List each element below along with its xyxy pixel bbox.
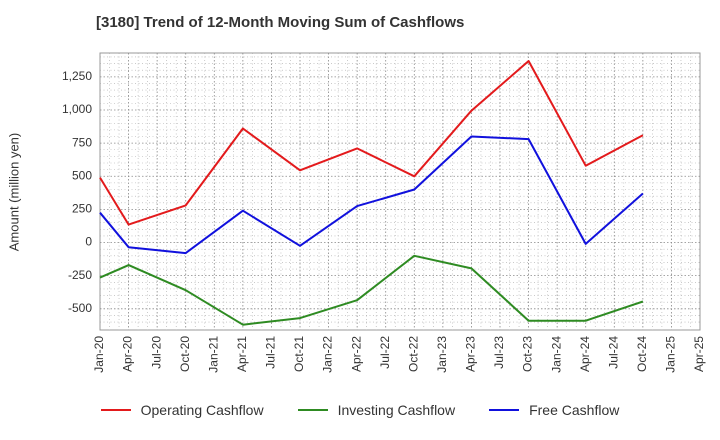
legend-item-investing: Investing Cashflow — [297, 402, 456, 418]
series-line-2 — [99, 254, 644, 326]
legend-item-free: Free Cashflow — [489, 402, 619, 418]
x-tick-label: Jan-22 — [321, 336, 335, 373]
x-tick-label: Jul-23 — [492, 336, 506, 369]
y-tick-label: 750 — [72, 135, 92, 149]
x-tick-label: Oct-23 — [521, 336, 535, 372]
x-tick-label: Jul-21 — [264, 336, 278, 369]
x-tick-label: Oct-21 — [292, 336, 306, 372]
y-tick-label: 1,000 — [62, 102, 92, 116]
legend-swatch-operating — [100, 409, 131, 411]
x-tick-label: Oct-22 — [406, 336, 420, 372]
x-tick-label: Jan-23 — [435, 336, 449, 373]
x-tick-label: Apr-24 — [578, 336, 592, 372]
series-line-1 — [99, 60, 644, 226]
x-tick-label: Jan-24 — [549, 336, 563, 373]
x-tick-label: Jan-20 — [92, 336, 106, 373]
x-tick-label: Jul-20 — [149, 336, 163, 369]
legend-label-operating: Operating Cashflow — [140, 402, 264, 418]
legend: Operating Cashflow Investing Cashflow Fr… — [0, 402, 720, 418]
x-tick-label: Apr-23 — [464, 336, 478, 372]
x-tick-label: Jul-22 — [378, 336, 392, 369]
y-tick-label: 0 — [85, 235, 92, 249]
y-tick-label: -500 — [68, 301, 92, 315]
plot-area — [99, 52, 701, 331]
x-tick-label: Apr-20 — [121, 336, 135, 372]
x-tick-label: Apr-22 — [349, 336, 363, 372]
chart-title: [3180] Trend of 12-Month Moving Sum of C… — [96, 14, 465, 31]
x-tick-label: Apr-21 — [235, 336, 249, 372]
legend-label-investing: Investing Cashflow — [337, 402, 456, 418]
legend-swatch-investing — [297, 409, 328, 411]
y-tick-label: -250 — [68, 268, 92, 282]
series-line-3 — [99, 135, 644, 255]
x-tick-label: Apr-25 — [692, 336, 706, 372]
line-chart: Jan-20 Apr-20 Jul-20 Oct-20 Jan-21 Apr-21 Jul-… — [62, 52, 706, 373]
legend-label-free: Free Cashflow — [529, 402, 620, 418]
x-tick-label: Jan-25 — [664, 336, 678, 373]
y-tick-label: 1,250 — [62, 69, 92, 83]
x-tick-label: Jan-21 — [206, 336, 220, 373]
y-tick-label: 500 — [72, 168, 92, 182]
x-tick-label: Oct-20 — [178, 336, 192, 372]
y-tick-label: 250 — [72, 202, 92, 216]
x-tick-label: Oct-24 — [635, 336, 649, 372]
legend-swatch-free — [489, 409, 520, 411]
x-tick-label: Jul-24 — [606, 336, 620, 369]
legend-item-operating: Operating Cashflow — [100, 402, 264, 418]
